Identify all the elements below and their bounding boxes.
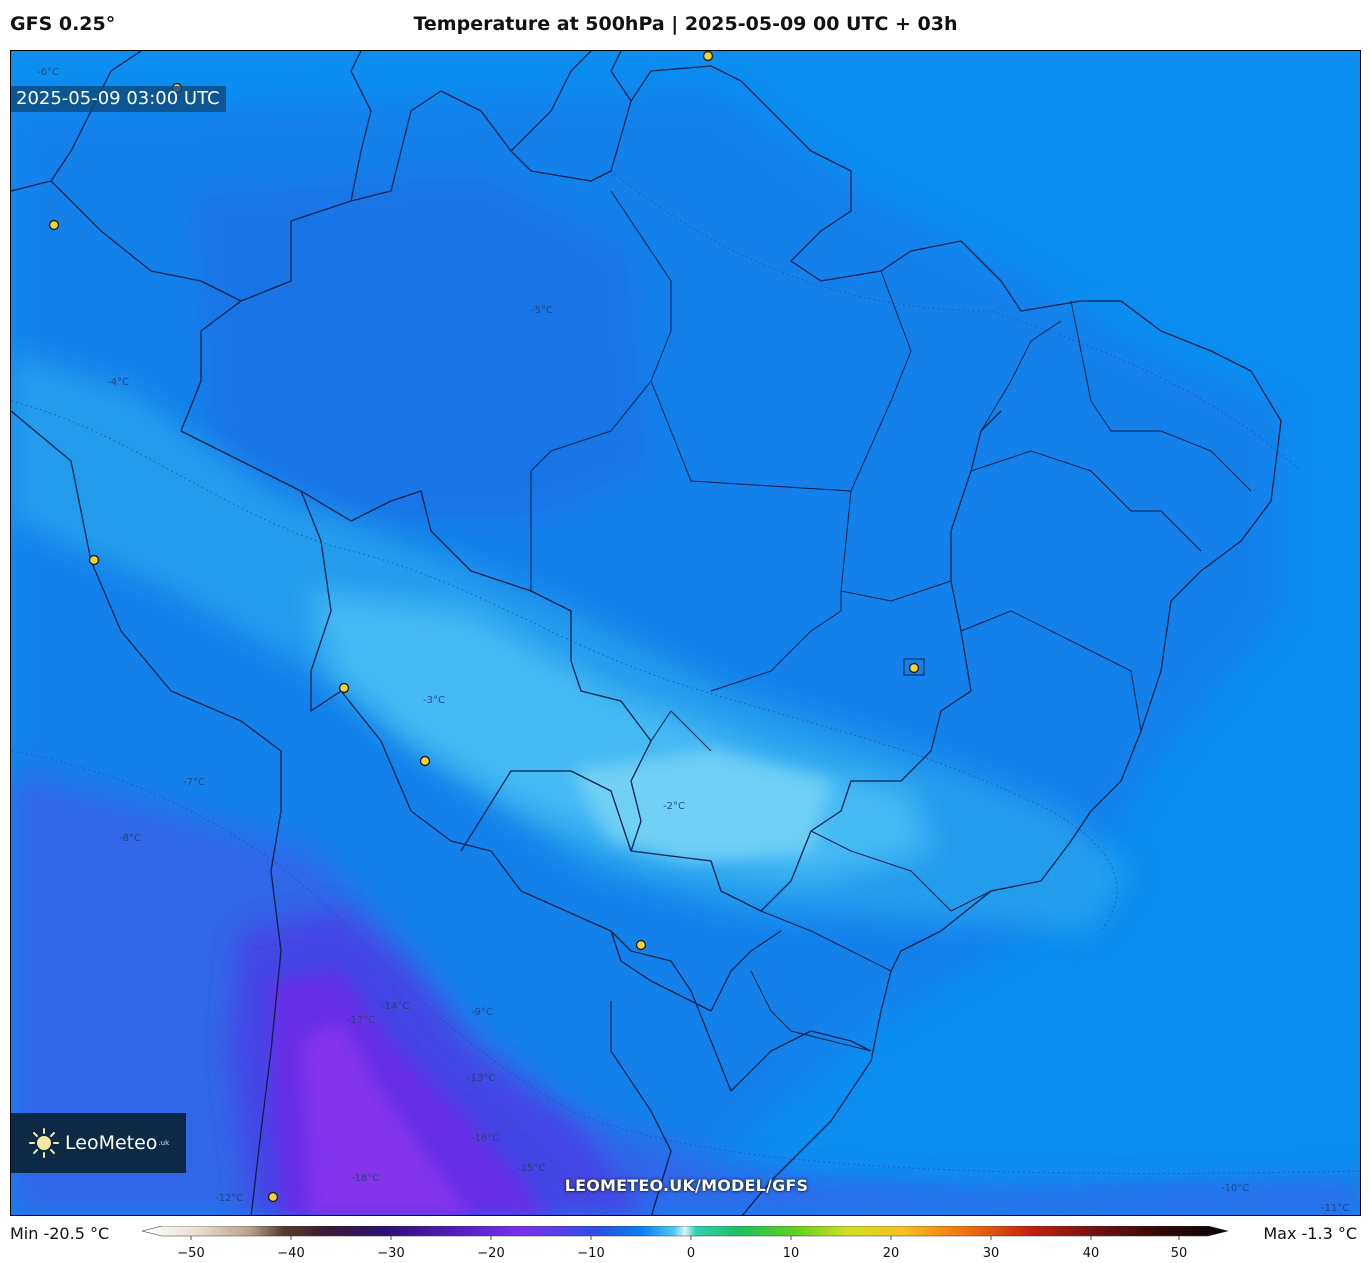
- contour-label: -2°C: [663, 801, 685, 812]
- scale-tick-label: −20: [477, 1246, 504, 1261]
- scale-tick-label: 0: [687, 1246, 695, 1261]
- contour-label: -11°C: [1321, 1203, 1349, 1214]
- valid-time-label: 2025-05-09 03:00 UTC: [11, 86, 226, 112]
- leometeo-logo[interactable]: LeoMeteo .uk: [11, 1113, 186, 1173]
- contour-label: -15°C: [517, 1163, 545, 1174]
- contour-label: -7°C: [183, 777, 205, 788]
- sun-icon: [29, 1128, 59, 1158]
- contour-label: -3°C: [423, 695, 445, 706]
- min-temperature: Min -20.5 °C: [10, 1224, 110, 1243]
- scale-tick-label: 40: [1083, 1246, 1100, 1261]
- contour-label: -18°C: [351, 1173, 379, 1184]
- scale-tick-label: −50: [177, 1246, 204, 1261]
- scale-tick-label: 30: [983, 1246, 1000, 1261]
- contour-label: -16°C: [471, 1133, 499, 1144]
- contour-label: -5°C: [531, 305, 553, 316]
- color-scale: −50 −40 −30 −20 −10 0 10 20 30 40 50: [141, 1226, 1229, 1261]
- logo-suffix: .uk: [158, 1139, 170, 1147]
- scale-tick-label: −30: [377, 1246, 404, 1261]
- contour-label: -10°C: [1221, 1183, 1249, 1194]
- contour-label: -6°C: [37, 67, 59, 78]
- contour-label: -12°C: [215, 1193, 243, 1204]
- watermark-link[interactable]: LEOMETEO.UK/MODEL/GFS: [564, 1176, 809, 1195]
- scale-tick-label: 20: [883, 1246, 900, 1261]
- contour-label: -8°C: [119, 833, 141, 844]
- page-title: Temperature at 500hPa | 2025-05-09 00 UT…: [413, 13, 958, 35]
- contour-label: -14°C: [381, 1001, 409, 1012]
- temperature-map: -6°C -5°C -4°C -3°C -2°C -7°C -8°C -9°C …: [11, 51, 1360, 1215]
- scale-tick-label: −40: [277, 1246, 304, 1261]
- logo-text: LeoMeteo: [65, 1132, 158, 1154]
- contour-label: -17°C: [347, 1015, 375, 1026]
- max-temperature: Max -1.3 °C: [1263, 1224, 1357, 1243]
- map-panel: -6°C -5°C -4°C -3°C -2°C -7°C -8°C -9°C …: [10, 50, 1361, 1216]
- scale-tick-label: 10: [783, 1246, 800, 1261]
- contour-label: -9°C: [471, 1007, 493, 1018]
- scale-tick-label: −10: [577, 1246, 604, 1261]
- contour-label: -4°C: [107, 377, 129, 388]
- contour-label: -13°C: [467, 1073, 495, 1084]
- model-label: GFS 0.25°: [10, 13, 116, 35]
- scale-tick-label: 50: [1171, 1246, 1188, 1261]
